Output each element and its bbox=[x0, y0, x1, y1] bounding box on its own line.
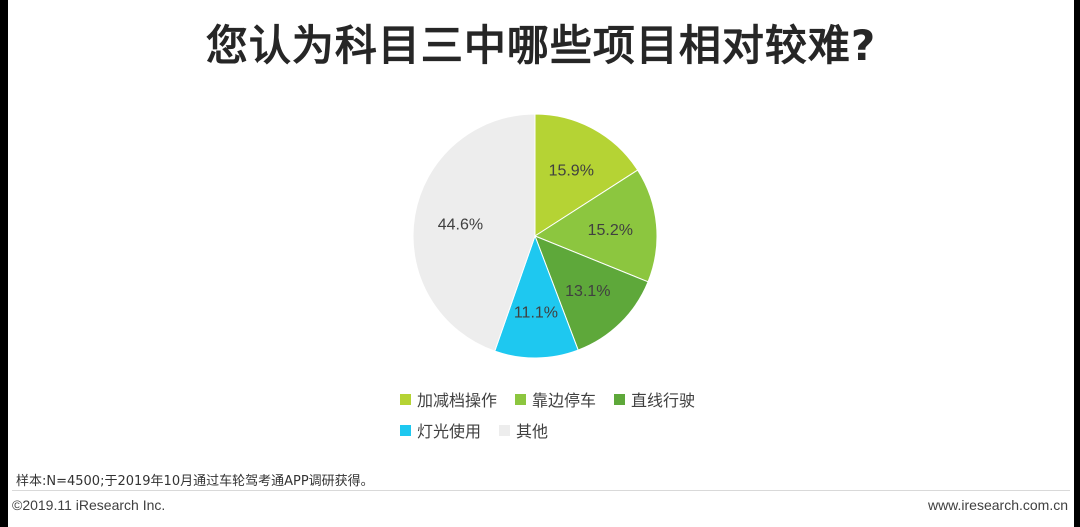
legend-label: 灯光使用 bbox=[417, 422, 482, 441]
slice-value-label: 15.9% bbox=[549, 163, 594, 180]
legend: 加减档操作 靠边停车 直线行驶 灯光使用 其他 bbox=[400, 388, 713, 450]
slice-value-label: 44.6% bbox=[438, 216, 483, 233]
legend-item: 加减档操作 bbox=[400, 388, 497, 410]
footer-divider bbox=[12, 490, 1070, 491]
legend-item: 灯光使用 bbox=[400, 419, 481, 441]
legend-swatch bbox=[400, 424, 411, 436]
legend-swatch bbox=[515, 393, 527, 405]
pie-chart: 15.9% 15.2% 13.1% 11.1% 44.6% bbox=[412, 113, 658, 359]
legend-item: 其他 bbox=[499, 419, 548, 441]
pie-slice bbox=[412, 113, 536, 352]
legend-row-2: 灯光使用 其他 bbox=[400, 419, 713, 441]
legend-label: 靠边停车 bbox=[532, 391, 597, 410]
slice-value-label: 15.2% bbox=[588, 222, 633, 239]
legend-label: 加减档操作 bbox=[417, 391, 498, 410]
legend-item: 靠边停车 bbox=[515, 388, 596, 410]
chart-title: 您认为科目三中哪些项目相对较难? bbox=[205, 21, 877, 70]
pie-slice bbox=[494, 234, 579, 359]
pie-slice bbox=[534, 235, 649, 351]
slice-value-label: 11.1% bbox=[514, 305, 558, 322]
pie-slice bbox=[533, 169, 658, 283]
chart-frame: 您认为科目三中哪些项目相对较难? 15.9% 15.2% 13.1% 11.1% 44.… bbox=[8, 0, 1074, 527]
legend-row-1: 加减档操作 靠边停车 直线行驶 bbox=[400, 388, 713, 410]
pie-slice bbox=[534, 113, 639, 237]
legend-swatch bbox=[499, 424, 511, 436]
copyright-text: ©2019.11 iResearch Inc. bbox=[12, 497, 166, 513]
legend-label: 直线行驶 bbox=[631, 391, 696, 410]
legend-swatch bbox=[614, 393, 626, 405]
website-text: www.iresearch.com.cn bbox=[927, 497, 1068, 513]
slice-value-label: 13.1% bbox=[565, 283, 610, 300]
sample-note: 样本:N=4500;于2019年10月通过车轮驾考通APP调研获得。 bbox=[16, 474, 374, 489]
legend-swatch bbox=[400, 393, 411, 405]
legend-label: 其他 bbox=[516, 422, 549, 441]
legend-item: 直线行驶 bbox=[614, 388, 695, 410]
